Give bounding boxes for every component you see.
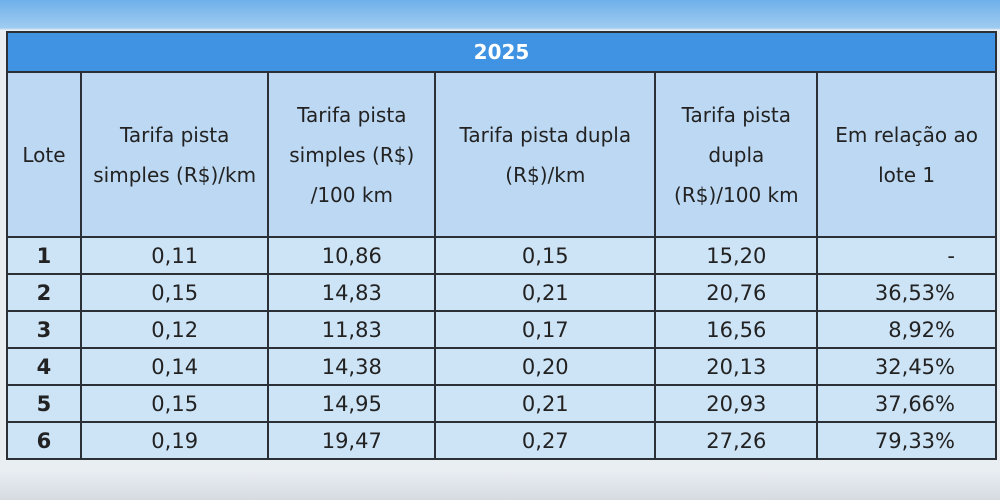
table-cell: 0,27 [434, 421, 657, 460]
header-row: Lote Tarifa pista simples (R$)/km Tarifa p… [6, 71, 997, 238]
table-cell: 1 [6, 236, 82, 275]
table-cell: 14,83 [267, 273, 437, 312]
table-cell: 16,56 [654, 310, 819, 349]
table-cell: 0,15 [79, 273, 270, 312]
table-cell: 37,66% [816, 384, 997, 423]
table-body: 1 0,11 10,86 0,15 15,20-2 0,15 14,83 0,21 20,76 3… [6, 236, 997, 460]
table-cell: 0,21 [434, 273, 657, 312]
table-row: 3 0,12 11,83 0,17 16,56 8,92% [6, 310, 997, 349]
table-cell: 4 [6, 347, 82, 386]
table-cell: 79,33% [816, 421, 997, 460]
title-row: 2025 [6, 31, 997, 73]
table-cell: 20,76 [654, 273, 819, 312]
column-header: Tarifa pista simples (R$)/km [79, 71, 270, 238]
table-cell: 10,86 [267, 236, 437, 275]
table-cell: 0,15 [434, 236, 657, 275]
table-cell: 0,14 [79, 347, 270, 386]
table-cell: 0,15 [79, 384, 270, 423]
table-row: 4 0,14 14,38 0,20 20,13 32,45% [6, 347, 997, 386]
table-row: 5 0,15 14,95 0,21 20,93 37,66% [6, 384, 997, 423]
table-cell: 0,20 [434, 347, 657, 386]
column-header: Tarifa pista simples (R$) /100 km [267, 71, 437, 238]
table-cell: 19,47 [267, 421, 437, 460]
tariff-table: 2025 Lote Tarifa pista simples (R$)/km Tar… [6, 31, 997, 460]
table-cell: - [816, 236, 997, 275]
table-cell: 27,26 [654, 421, 819, 460]
table-head: 2025 Lote Tarifa pista simples (R$)/km Tar… [6, 31, 997, 238]
table-cell: 20,13 [654, 347, 819, 386]
table-cell: 5 [6, 384, 82, 423]
table-cell: 0,21 [434, 384, 657, 423]
table-cell: 20,93 [654, 384, 819, 423]
table-cell: 2 [6, 273, 82, 312]
table-cell: 0,17 [434, 310, 657, 349]
table-cell: 3 [6, 310, 82, 349]
column-header: Tarifa pista dupla (R$)/km [434, 71, 657, 238]
column-header: Tarifa pista dupla (R$)/100 km [654, 71, 819, 238]
table-cell: 14,38 [267, 347, 437, 386]
column-header: Lote [6, 71, 82, 238]
table-row: 2 0,15 14,83 0,21 20,76 36,53% [6, 273, 997, 312]
table-cell: 15,20 [654, 236, 819, 275]
table-cell: 0,19 [79, 421, 270, 460]
table-cell: 32,45% [816, 347, 997, 386]
table-cell: 0,11 [79, 236, 270, 275]
column-header: Em relação ao lote 1 [816, 71, 997, 238]
table-cell: 11,83 [267, 310, 437, 349]
table-cell: 14,95 [267, 384, 437, 423]
table-cell: 36,53% [816, 273, 997, 312]
table-row: 6 0,19 19,47 0,27 27,26 79,33% [6, 421, 997, 460]
table-cell: 8,92% [816, 310, 997, 349]
table-cell: 0,12 [79, 310, 270, 349]
table-cell: 6 [6, 421, 82, 460]
table-row: 1 0,11 10,86 0,15 15,20- [6, 236, 997, 275]
table-title: 2025 [6, 31, 997, 73]
